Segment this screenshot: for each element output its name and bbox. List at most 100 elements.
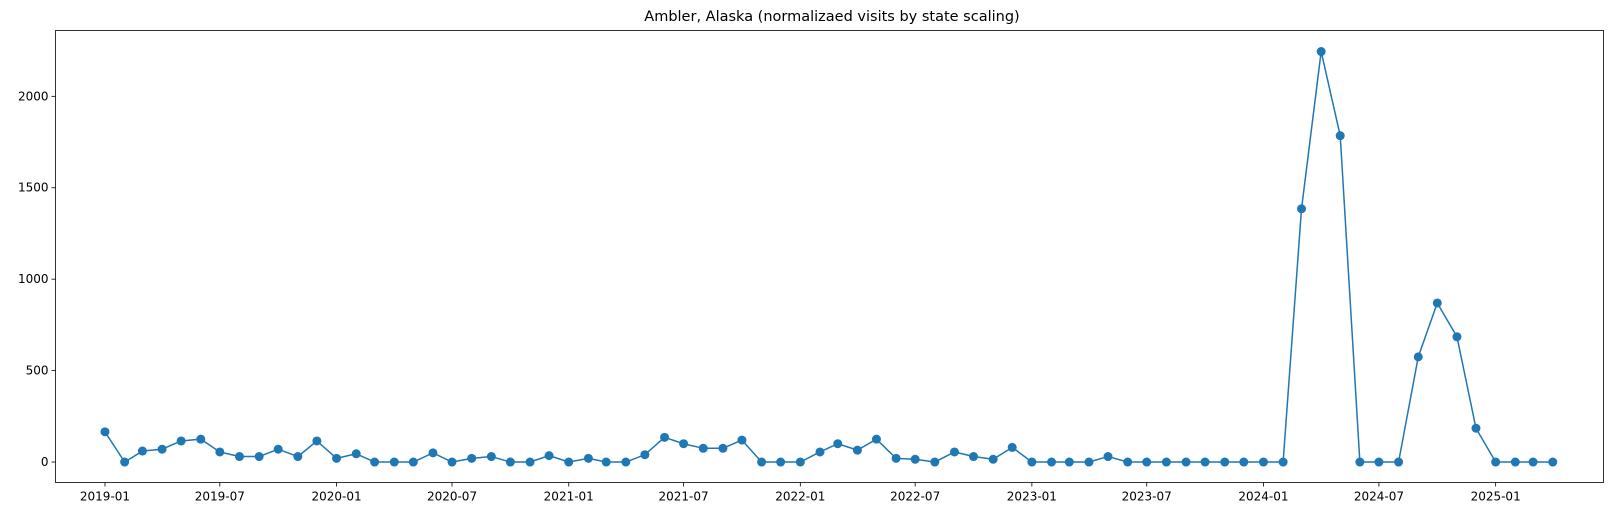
data-point bbox=[1432, 298, 1442, 308]
data-point bbox=[486, 452, 496, 462]
y-tick-label: 1500 bbox=[18, 181, 49, 195]
data-point bbox=[795, 457, 805, 467]
data-point bbox=[428, 448, 438, 458]
data-point bbox=[1258, 457, 1268, 467]
data-point bbox=[1510, 457, 1520, 467]
data-point bbox=[1103, 452, 1113, 462]
x-tick-label: 2023-07 bbox=[1122, 490, 1172, 504]
x-tick-label: 2020-01 bbox=[311, 490, 361, 504]
data-point bbox=[293, 452, 303, 462]
x-tick-label: 2024-07 bbox=[1354, 490, 1404, 504]
y-tick-label: 2000 bbox=[18, 89, 49, 103]
data-point bbox=[1278, 457, 1288, 467]
data-point bbox=[389, 457, 399, 467]
data-point bbox=[1374, 457, 1384, 467]
data-point bbox=[1355, 457, 1365, 467]
data-point bbox=[930, 457, 940, 467]
data-point bbox=[1471, 423, 1481, 433]
x-tick-label: 2019-07 bbox=[195, 490, 245, 504]
data-point bbox=[988, 454, 998, 464]
data-point bbox=[273, 444, 283, 454]
x-tick-label: 2025-01 bbox=[1471, 490, 1521, 504]
data-point bbox=[447, 457, 457, 467]
data-point bbox=[100, 427, 110, 437]
data-point bbox=[679, 439, 689, 449]
data-point bbox=[1084, 457, 1094, 467]
data-point bbox=[601, 457, 611, 467]
data-point bbox=[776, 457, 786, 467]
x-axis: 2019-01 2019-07 2020-01 2020-07 2021-01 2021-… bbox=[80, 482, 1521, 504]
data-point bbox=[1239, 457, 1249, 467]
x-tick-label: 2022-07 bbox=[890, 490, 940, 504]
data-point bbox=[215, 447, 225, 457]
data-point bbox=[1181, 457, 1191, 467]
data-point bbox=[1142, 457, 1152, 467]
y-tick-label: 0 bbox=[41, 455, 49, 469]
data-point bbox=[583, 453, 593, 463]
data-point bbox=[1220, 457, 1230, 467]
series-line bbox=[104, 50, 1553, 463]
data-point bbox=[351, 449, 361, 459]
y-tick-label: 500 bbox=[26, 364, 49, 378]
data-point bbox=[1316, 47, 1326, 57]
data-point bbox=[196, 434, 206, 444]
data-point bbox=[949, 447, 959, 457]
data-point bbox=[1528, 457, 1538, 467]
data-point bbox=[1548, 457, 1558, 467]
x-tick-label: 2021-07 bbox=[659, 490, 709, 504]
series-layer bbox=[100, 47, 1558, 467]
data-point bbox=[737, 435, 747, 445]
plot-area-frame bbox=[55, 30, 1604, 483]
data-point bbox=[1394, 457, 1404, 467]
data-point bbox=[525, 457, 535, 467]
data-point bbox=[910, 454, 920, 464]
data-point bbox=[698, 443, 708, 453]
data-point bbox=[815, 447, 825, 457]
data-point bbox=[408, 457, 418, 467]
x-tick-label: 2022-01 bbox=[775, 490, 825, 504]
data-point bbox=[891, 453, 901, 463]
data-point bbox=[1491, 457, 1501, 467]
data-point bbox=[467, 453, 477, 463]
data-point bbox=[1161, 457, 1171, 467]
data-point bbox=[718, 443, 728, 453]
data-point bbox=[1297, 204, 1307, 214]
data-point bbox=[1413, 352, 1423, 362]
x-tick-label: 2024-01 bbox=[1238, 490, 1288, 504]
chart-title: Ambler, Alaska (normalizaed visits by st… bbox=[644, 9, 1019, 25]
data-point bbox=[564, 457, 574, 467]
data-point bbox=[1027, 457, 1037, 467]
data-point bbox=[370, 457, 380, 467]
data-point bbox=[254, 452, 264, 462]
data-point bbox=[1123, 457, 1133, 467]
x-tick-label: 2019-01 bbox=[80, 490, 130, 504]
x-tick-label: 2021-01 bbox=[544, 490, 594, 504]
data-point bbox=[1007, 442, 1017, 452]
data-point bbox=[1200, 457, 1210, 467]
x-tick-label: 2020-07 bbox=[427, 490, 477, 504]
y-axis: 0 500 1000 1500 2000 bbox=[18, 89, 56, 469]
data-point bbox=[157, 444, 167, 454]
data-point bbox=[660, 432, 670, 442]
y-tick-label: 1000 bbox=[18, 272, 49, 286]
data-point bbox=[544, 451, 554, 461]
data-point bbox=[833, 439, 843, 449]
data-point bbox=[1064, 457, 1074, 467]
x-tick-label: 2023-01 bbox=[1007, 490, 1057, 504]
data-point bbox=[137, 446, 147, 456]
data-point bbox=[176, 436, 186, 446]
data-point bbox=[621, 457, 631, 467]
data-point bbox=[312, 436, 322, 446]
data-point bbox=[969, 452, 979, 462]
data-point bbox=[852, 445, 862, 455]
data-point bbox=[332, 453, 342, 463]
data-point bbox=[871, 434, 881, 444]
data-point bbox=[757, 457, 767, 467]
data-point bbox=[640, 450, 650, 460]
data-point bbox=[1335, 131, 1345, 141]
data-point bbox=[505, 457, 515, 467]
data-point bbox=[1452, 332, 1462, 342]
data-point bbox=[1047, 457, 1057, 467]
